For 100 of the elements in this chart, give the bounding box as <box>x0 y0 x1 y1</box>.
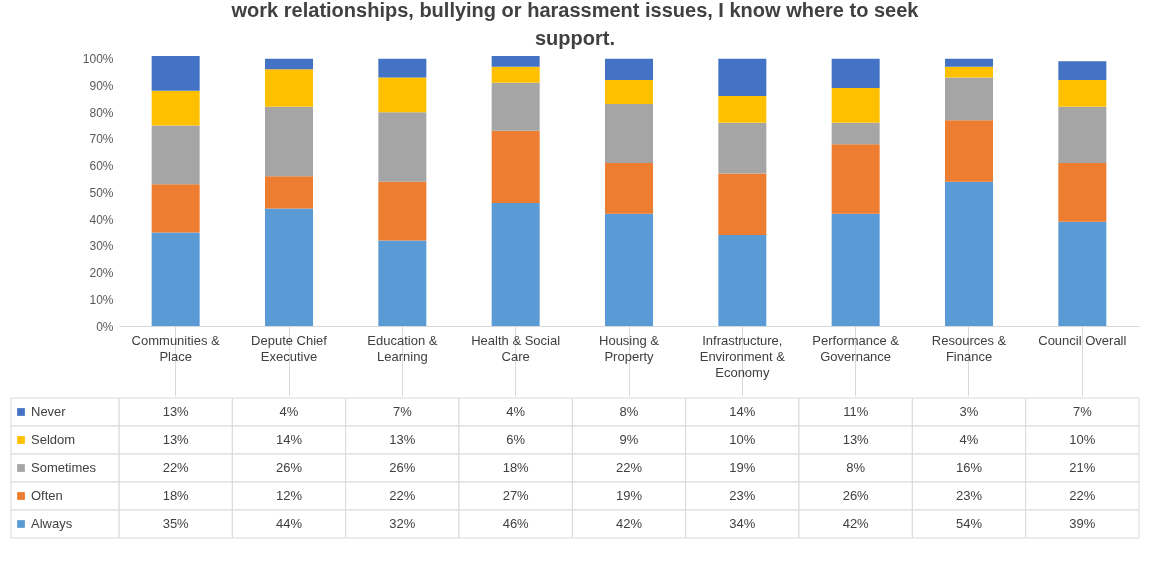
data-label: 32% <box>389 516 416 531</box>
data-label: 4% <box>279 404 299 419</box>
data-label: 54% <box>955 516 983 531</box>
bar <box>831 88 880 123</box>
bar <box>1058 162 1107 222</box>
x-tick-label: Depute Chief Executive <box>251 332 328 364</box>
data-label: 14% <box>729 404 756 419</box>
data-label: 13% <box>389 432 416 447</box>
data-label: 27% <box>502 488 530 503</box>
bar <box>605 80 653 105</box>
bar <box>265 106 313 177</box>
data-label: 18% <box>162 488 190 503</box>
y-tick-label: 70% <box>89 132 114 147</box>
data-label: 9% <box>619 432 639 447</box>
bar <box>1058 61 1107 81</box>
bar <box>151 184 200 233</box>
bar <box>491 203 540 326</box>
bar <box>831 213 880 326</box>
data-label: 13% <box>162 432 190 447</box>
data-label: 19% <box>615 488 643 503</box>
y-tick-label: 20% <box>89 266 114 281</box>
data-label: 6% <box>506 432 526 447</box>
bar <box>945 181 993 326</box>
y-tick-label: 0% <box>96 319 114 334</box>
bar <box>1058 80 1107 107</box>
y-tick-label: 50% <box>89 185 114 200</box>
bar <box>378 240 427 326</box>
data-label: 22% <box>162 460 190 475</box>
legend-label: Sometimes <box>31 460 97 475</box>
bar <box>491 56 540 67</box>
x-tick-label: Infrastructure, Environment & Economy <box>699 332 786 380</box>
x-tick-label: Performance & Governance <box>812 332 900 364</box>
data-label: 13% <box>162 404 190 419</box>
data-label: 21% <box>1069 460 1096 475</box>
chart-title: work relationships, bullying or harassment issues, I know where to seek support. <box>230 0 920 49</box>
bar <box>605 58 653 81</box>
data-label: 12% <box>275 488 303 503</box>
data-label: 7% <box>1072 404 1093 419</box>
data-label: 42% <box>615 516 643 531</box>
data-label: 23% <box>729 488 756 503</box>
legend-label: Never <box>31 404 67 419</box>
legend-label: Always <box>31 516 73 531</box>
x-tick-label: Council Overall <box>1038 332 1127 348</box>
data-label: 26% <box>389 460 416 475</box>
data-label: 35% <box>162 516 190 531</box>
legend-label: Seldom <box>31 432 76 447</box>
bar <box>718 58 767 97</box>
data-label: 7% <box>392 404 413 419</box>
legend-label: Often <box>31 488 63 503</box>
bar <box>831 122 880 145</box>
data-label: 46% <box>502 516 530 531</box>
data-label: 42% <box>842 516 870 531</box>
data-label: 8% <box>619 404 639 419</box>
bar <box>491 82 540 131</box>
data-label: 22% <box>1069 488 1096 503</box>
bar <box>1058 221 1107 326</box>
y-tick-label: 60% <box>89 159 114 174</box>
data-label: 11% <box>843 404 869 419</box>
bar <box>491 130 540 204</box>
bar <box>718 96 767 123</box>
bar <box>151 232 200 326</box>
y-tick-label: 100% <box>82 52 114 67</box>
bar <box>265 208 313 326</box>
bar <box>718 173 767 236</box>
data-label: 34% <box>729 516 756 531</box>
data-label: 8% <box>846 460 866 475</box>
bar <box>491 66 540 83</box>
bar <box>605 213 653 326</box>
y-tick-label: 90% <box>89 78 114 93</box>
data-label: 10% <box>729 432 756 447</box>
data-label: 22% <box>389 488 416 503</box>
x-tick-label: Education & Learning <box>367 332 438 364</box>
data-label: 26% <box>275 460 303 475</box>
data-label: 22% <box>615 460 643 475</box>
data-label: 4% <box>506 404 526 419</box>
data-label: 23% <box>955 488 983 503</box>
data-label: 3% <box>959 404 979 419</box>
bar <box>718 235 767 326</box>
data-label: 16% <box>955 460 983 475</box>
bar <box>265 69 313 107</box>
bar <box>378 77 427 113</box>
data-label: 14% <box>275 432 303 447</box>
data-label: 26% <box>842 488 870 503</box>
bar <box>378 181 427 241</box>
x-tick-label: Housing & Property <box>599 332 660 364</box>
data-label: 4% <box>959 432 979 447</box>
x-tick-label: Health & Social Care <box>471 332 561 364</box>
data-label: 39% <box>1069 516 1096 531</box>
bar <box>718 122 767 174</box>
bar <box>945 66 993 78</box>
bar <box>151 125 200 185</box>
bar <box>945 120 993 182</box>
y-tick-label: 30% <box>89 239 114 254</box>
bar <box>378 58 427 78</box>
bar <box>265 58 313 70</box>
bar <box>1058 106 1107 163</box>
bar <box>605 162 653 214</box>
bar <box>945 58 993 67</box>
bar <box>831 144 880 214</box>
data-label: 44% <box>275 516 303 531</box>
